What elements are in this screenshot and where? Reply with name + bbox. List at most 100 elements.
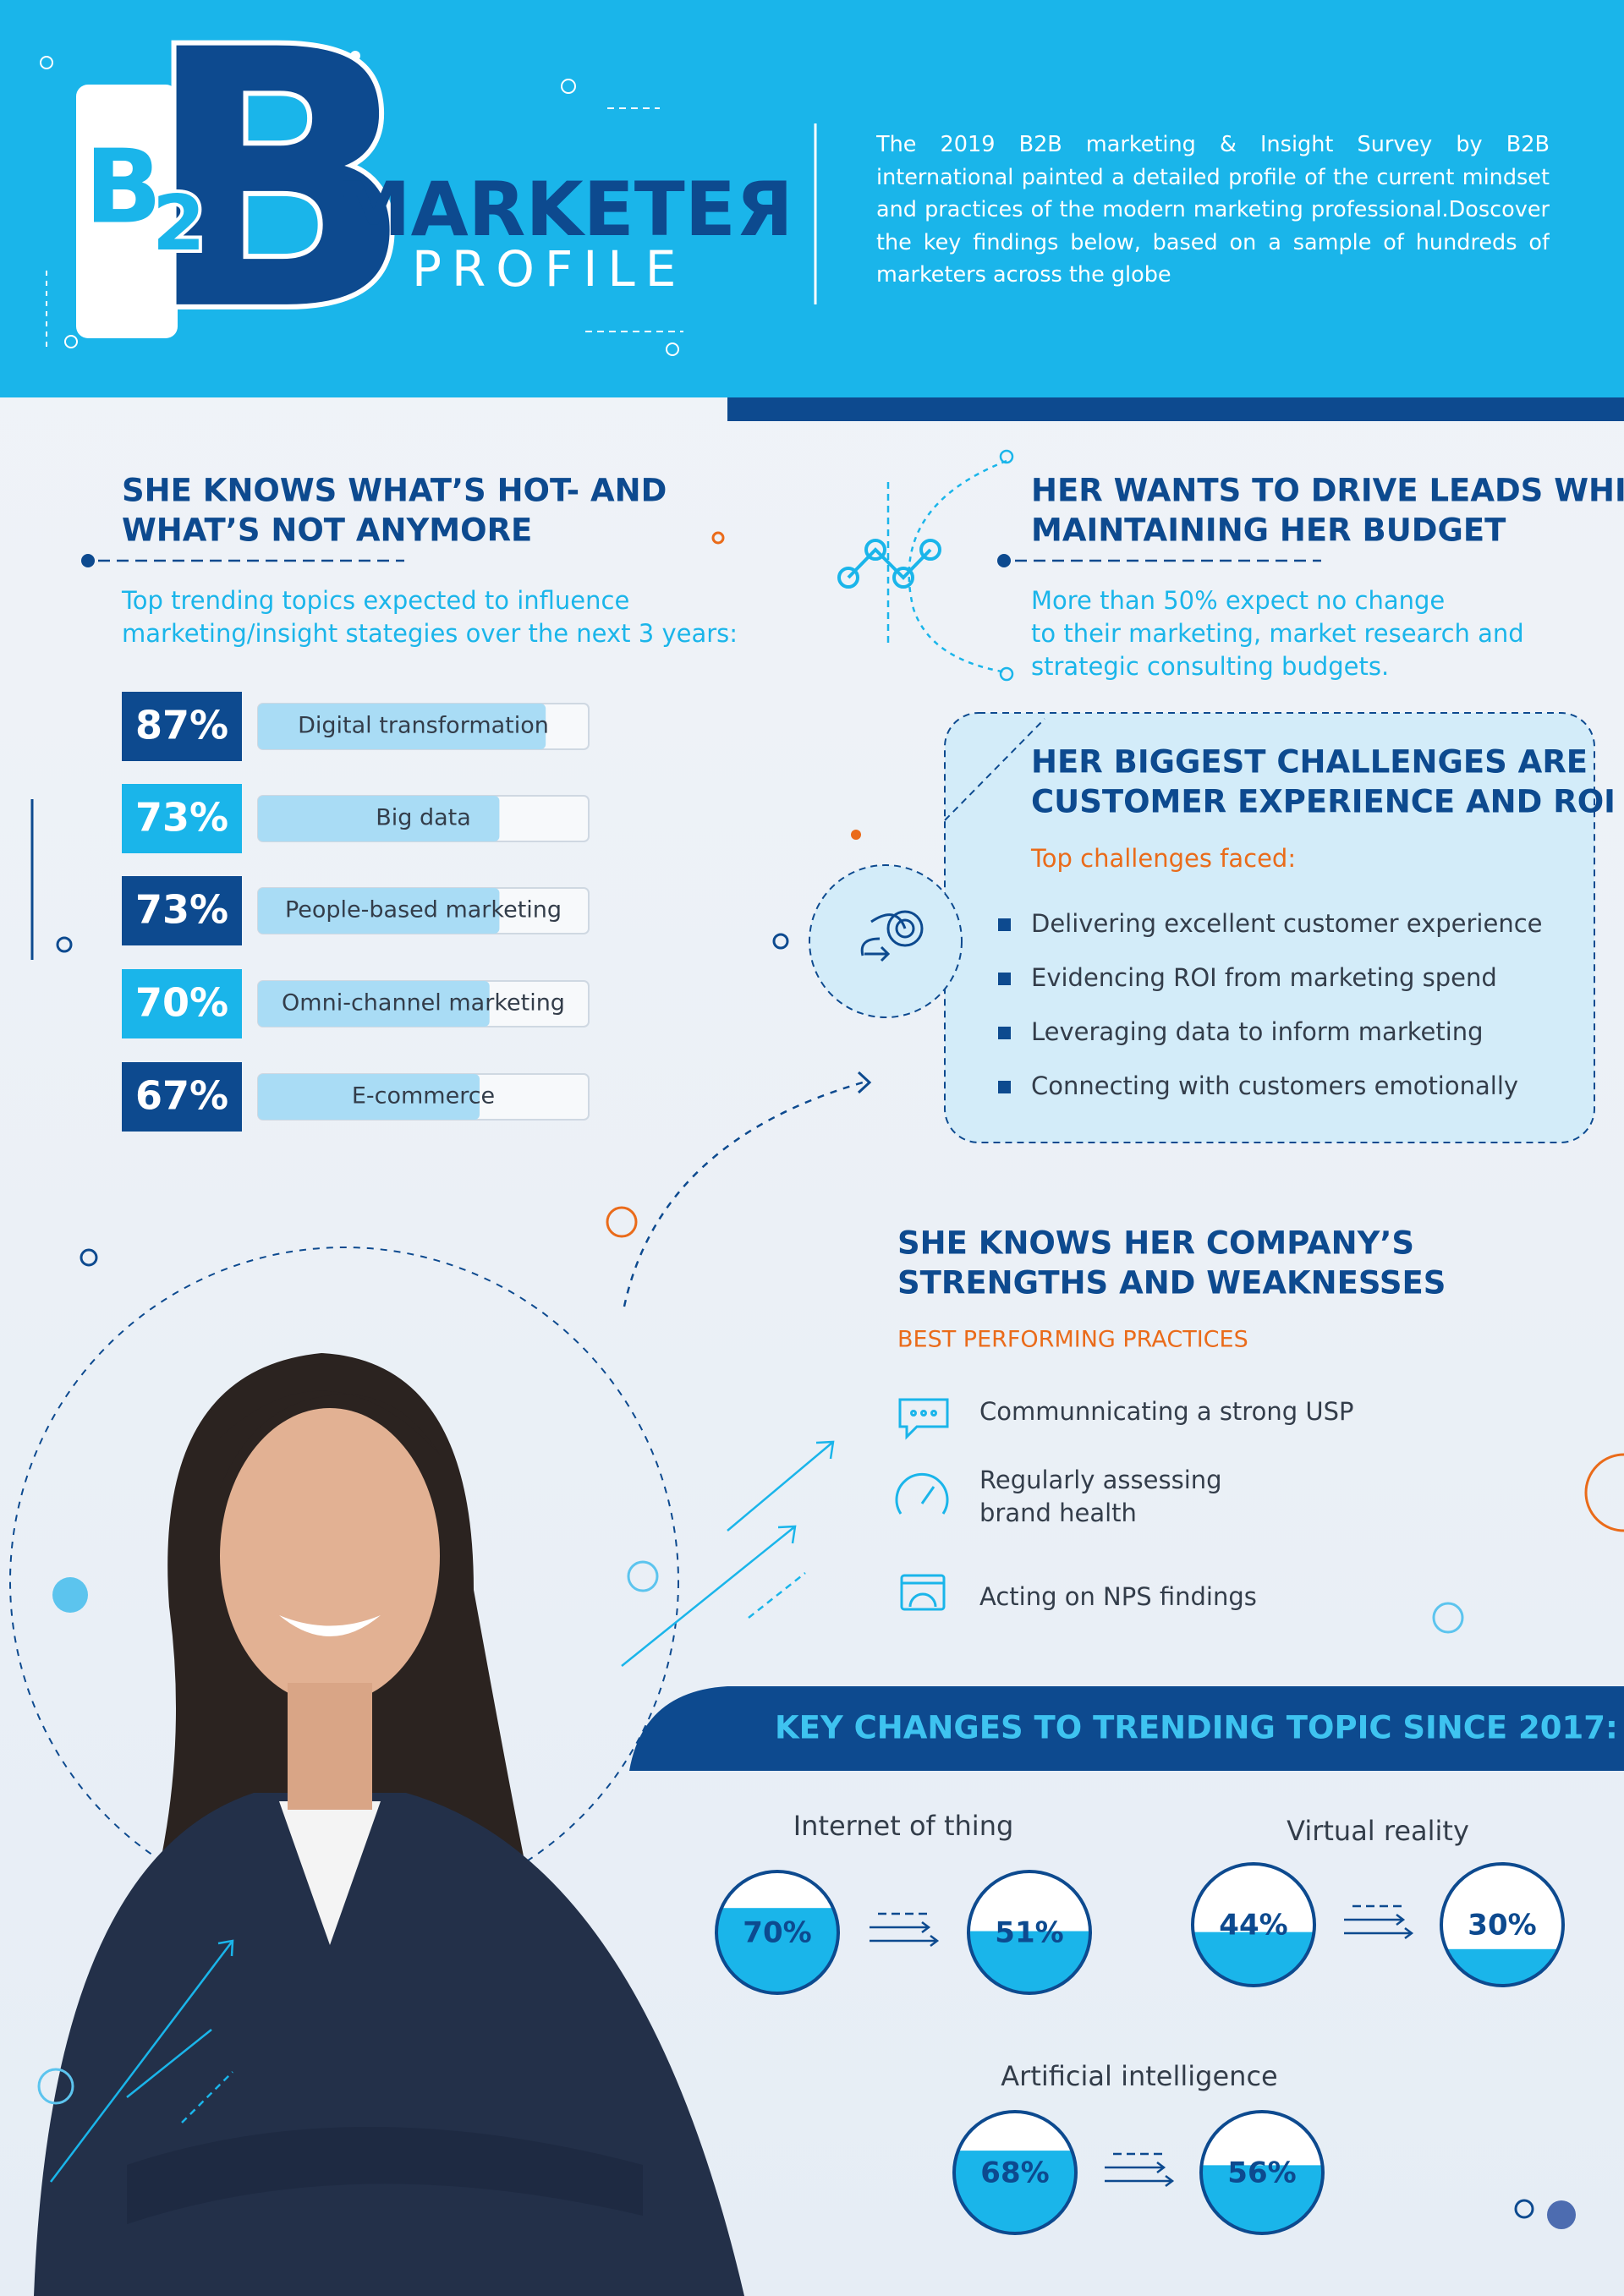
practice-item: Acting on NPS findings <box>979 1582 1257 1611</box>
decor-dot <box>627 1560 659 1592</box>
change-arrow-head <box>1404 1927 1414 1939</box>
decor-arc <box>1584 1453 1624 1532</box>
logo-letter: 2 <box>152 179 206 268</box>
title-dot <box>997 554 1011 567</box>
change-arrow-head <box>1156 2162 1166 2173</box>
logo-letter: B <box>85 129 162 247</box>
topic-name: Internet of thing <box>793 1810 1014 1842</box>
circle-ring <box>715 1870 840 1995</box>
circle-ring <box>967 1870 1092 1995</box>
portrait <box>34 1353 744 2296</box>
bar <box>258 1074 480 1120</box>
section-title: WHAT’S NOT ANYMORE <box>122 512 532 549</box>
section-title: SHE KNOWS HER COMPANY’S <box>897 1225 1414 1262</box>
portrait-ring <box>9 1247 679 1916</box>
challenge-item: Connecting with customers emotionally <box>1031 1071 1518 1100</box>
change-arrow-head <box>921 1921 931 1933</box>
header-decor <box>40 55 683 356</box>
bar <box>258 981 490 1027</box>
decor-dot <box>56 936 73 953</box>
description-box: The 2019 B2B marketing & Insight Survey … <box>876 132 1550 288</box>
key-changes: Internet of thing 70% 51% Virtual reality 44… <box>715 1810 1565 2235</box>
title-dot <box>81 554 95 567</box>
budget-text: to their marketing, market research and <box>1031 619 1524 648</box>
change-arrow-head <box>1165 2175 1175 2187</box>
logo-word: MARKETEЯ <box>337 166 793 253</box>
decor-dot <box>52 1577 88 1613</box>
key-changes-banner <box>629 1686 1624 1771</box>
bar-label: Big data <box>376 805 471 831</box>
challenges-icon-circle <box>809 864 963 1018</box>
decor-dot <box>80 1248 98 1267</box>
section-title: SHE KNOWS WHAT’S HOT- AND <box>122 473 667 509</box>
circle-ring <box>1199 2110 1325 2235</box>
connector <box>623 1081 864 1307</box>
trend-bars: 87% Digital transformation 73% Big data 73% P… <box>122 692 590 1132</box>
decor-dot <box>711 531 725 545</box>
bar-label: Digital transformation <box>298 713 549 739</box>
header-dot <box>350 51 360 61</box>
section-title: CUSTOMER EXPERIENCE AND ROI <box>1031 784 1616 820</box>
section-title: STRENGTHS AND WEAKNESSES <box>897 1265 1446 1301</box>
challenges-subtitle: Top challenges faced: <box>1030 844 1296 873</box>
practice-icons <box>895 1398 949 1611</box>
bullet <box>998 1027 1011 1039</box>
decor-line <box>944 718 1045 821</box>
section-subtitle: marketing/insight stategies over the nex… <box>122 619 738 648</box>
percent-label: 87% <box>135 703 228 748</box>
bar <box>258 796 500 841</box>
circle-label: 30% <box>1468 1909 1536 1943</box>
connector-head <box>857 1071 872 1094</box>
decor-dot <box>851 830 861 840</box>
percent-box <box>122 876 242 945</box>
section-title: MAINTAINING HER BUDGET <box>1031 512 1506 549</box>
decor-dot <box>1514 2199 1534 2219</box>
practice-item: brand health <box>979 1499 1137 1527</box>
circle-label: 68% <box>980 2156 1049 2190</box>
bullet <box>998 918 1011 931</box>
header-band <box>727 397 1624 421</box>
topic-name: Virtual reality <box>1287 1815 1469 1847</box>
challenge-item: Evidencing ROI from marketing spend <box>1031 963 1497 992</box>
percent-box <box>122 969 242 1038</box>
bar-label: People-based marketing <box>285 897 562 923</box>
key-changes-title: KEY CHANGES TO TRENDING TOPIC SINCE 2017… <box>775 1710 1618 1746</box>
percent-box <box>122 784 242 853</box>
logo-big-letter: B <box>144 0 414 389</box>
circle-ring <box>952 2110 1078 2235</box>
decor-dot <box>1432 1602 1464 1634</box>
topic-name: Artificial intelligence <box>1001 2060 1277 2092</box>
header-background <box>0 0 1624 397</box>
budget-text: More than 50% expect no change <box>1031 586 1445 615</box>
bar-label: E-commerce <box>352 1083 495 1110</box>
percent-label: 73% <box>135 795 228 841</box>
decor-dot <box>606 1206 638 1238</box>
practice-item: Regularly assessing <box>979 1466 1222 1494</box>
bullet <box>998 1081 1011 1093</box>
decor-dot <box>772 933 789 950</box>
circle-ring <box>1191 1862 1316 1987</box>
practice-item: Communnicating a strong USP <box>979 1397 1353 1426</box>
challenges-box <box>944 712 1595 1143</box>
bullet <box>998 973 1011 985</box>
leads-icon <box>837 449 1014 682</box>
bar <box>258 888 500 934</box>
logo-backplate <box>76 85 178 338</box>
section-title: HER BIGGEST CHALLENGES ARE <box>1031 744 1588 781</box>
description: The 2019 B2B marketing & Insight Survey … <box>876 132 1550 288</box>
challenge-item: Leveraging data to inform marketing <box>1031 1017 1484 1046</box>
circle-ring <box>1440 1862 1565 1987</box>
growth-arrows <box>50 1440 835 2183</box>
practices-list: Communnicating a strong USP Regularly ass… <box>979 1397 1353 1611</box>
section-subtitle: Top trending topics expected to influenc… <box>121 586 629 615</box>
percent-label: 67% <box>135 1073 228 1119</box>
challenges-icon <box>860 910 924 962</box>
circle-label: 70% <box>743 1916 811 1950</box>
logo-subword: PROFILE <box>412 240 686 298</box>
challenges-list: Delivering excellent customer experience… <box>998 909 1542 1100</box>
percent-box <box>122 692 242 761</box>
percent-label: 73% <box>135 887 228 933</box>
section-title: HER WANTS TO DRIVE LEADS WHILE <box>1031 473 1624 509</box>
